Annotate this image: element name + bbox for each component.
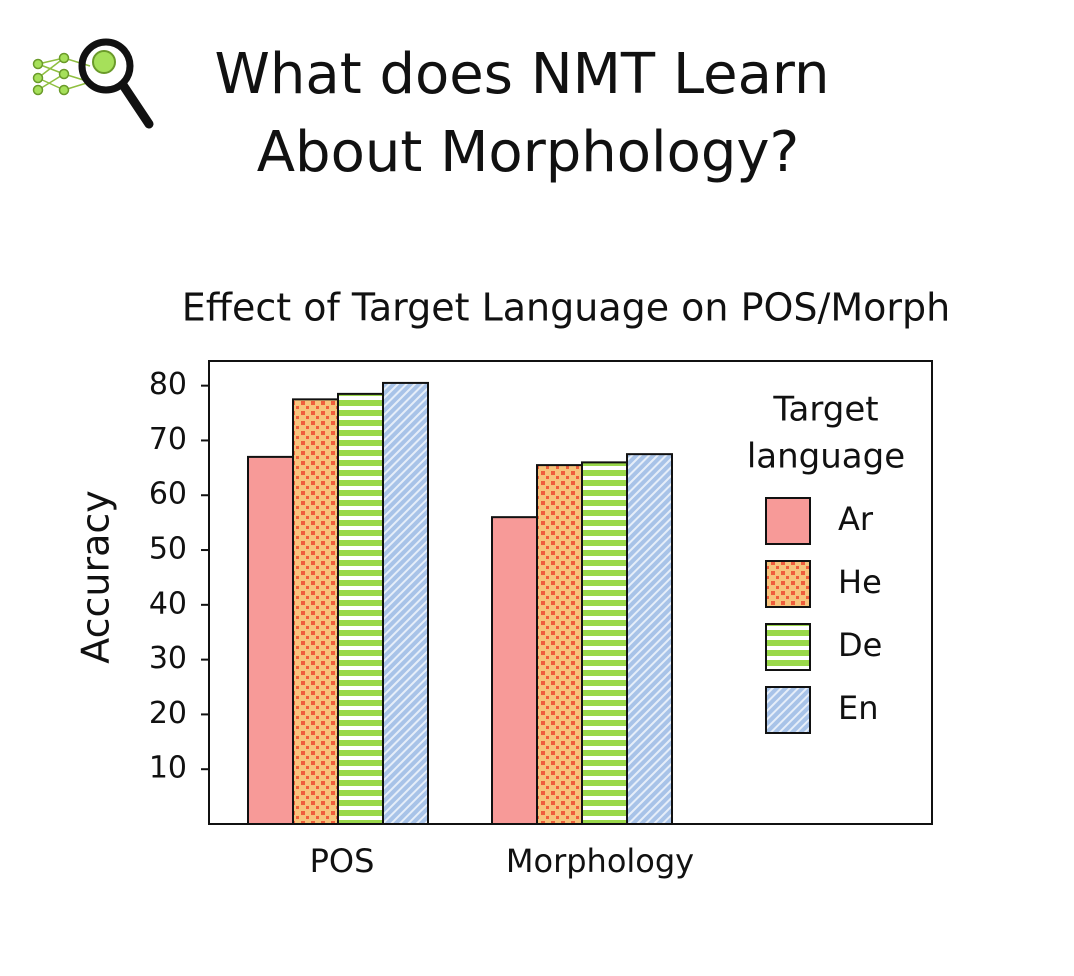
- legend-label: De: [838, 626, 882, 664]
- y-tick-label: 20: [149, 696, 187, 731]
- legend-swatch: [765, 560, 811, 608]
- legend-label: En: [838, 689, 879, 727]
- slide-title: About Morphology?: [257, 120, 800, 185]
- legend-swatch: [765, 686, 811, 734]
- x-tick-label: POS: [310, 842, 375, 880]
- bar: [292, 398, 339, 825]
- y-tick-label: 70: [149, 422, 187, 457]
- bar: [337, 392, 384, 825]
- legend-swatch: [765, 497, 811, 545]
- bar: [491, 516, 538, 826]
- legend-label: He: [838, 563, 882, 601]
- y-tick-label: 80: [149, 367, 187, 402]
- y-tick-label: 10: [149, 751, 187, 786]
- legend-swatch: [765, 623, 811, 671]
- bar: [382, 381, 429, 825]
- y-axis-label: Accuracy: [74, 490, 118, 664]
- y-tick-label: 30: [149, 641, 187, 676]
- legend-label: Ar: [838, 500, 874, 538]
- bar: [247, 455, 294, 825]
- bar: [536, 464, 583, 825]
- x-tick-label: Morphology: [506, 842, 694, 880]
- bar: [626, 453, 673, 825]
- y-tick-label: 50: [149, 532, 187, 567]
- chart-title: Effect of Target Language on POS/Morph: [182, 286, 950, 330]
- logo-icon: [32, 38, 154, 129]
- legend-title: language: [747, 437, 905, 477]
- bar: [581, 461, 628, 825]
- legend-title: Target: [772, 390, 878, 430]
- y-tick-label: 60: [149, 477, 187, 512]
- slide-title: What does NMT Learn: [215, 42, 830, 107]
- y-tick-label: 40: [149, 586, 187, 621]
